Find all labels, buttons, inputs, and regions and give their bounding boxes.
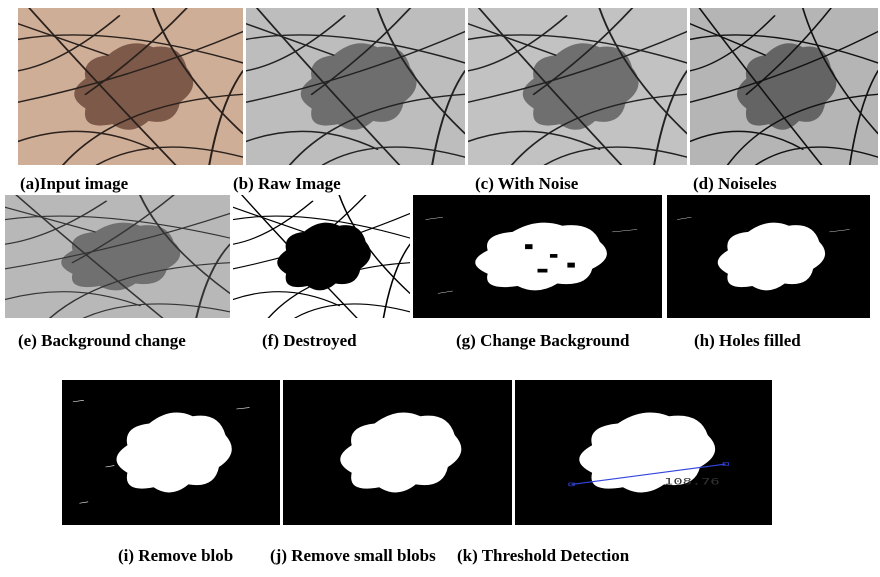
caption: (f) Destroyed [262, 331, 357, 350]
caption: (j) Remove small blobs [270, 546, 436, 565]
image-e [5, 195, 230, 318]
image-c [468, 8, 687, 165]
caption: (c) With Noise [475, 174, 579, 193]
caption: (i) Remove blob [118, 546, 233, 565]
image-a [18, 8, 243, 165]
measurement-label: 108.76 [664, 476, 720, 486]
image-b [246, 8, 465, 165]
image-f [233, 195, 410, 318]
image-h [667, 195, 870, 318]
image-d [690, 8, 878, 165]
image-k: 108.76 [515, 380, 772, 525]
figure: 108.76 (a)Input image (b) Raw Image (c) … [0, 0, 880, 572]
caption: (d) Noiseles [693, 174, 777, 193]
caption: (g) Change Background [456, 331, 630, 350]
image-i [62, 380, 280, 525]
caption: (a)Input image [20, 174, 129, 193]
page: {"figure":{"panels":[ {"caption":"(a)Inp… [0, 0, 880, 572]
image-j [283, 380, 512, 525]
caption: (k) Threshold Detection [457, 546, 630, 565]
image-g [413, 195, 662, 318]
caption: (b) Raw Image [233, 174, 341, 193]
caption: (e) Background change [18, 331, 186, 350]
caption: (h) Holes filled [694, 331, 801, 350]
